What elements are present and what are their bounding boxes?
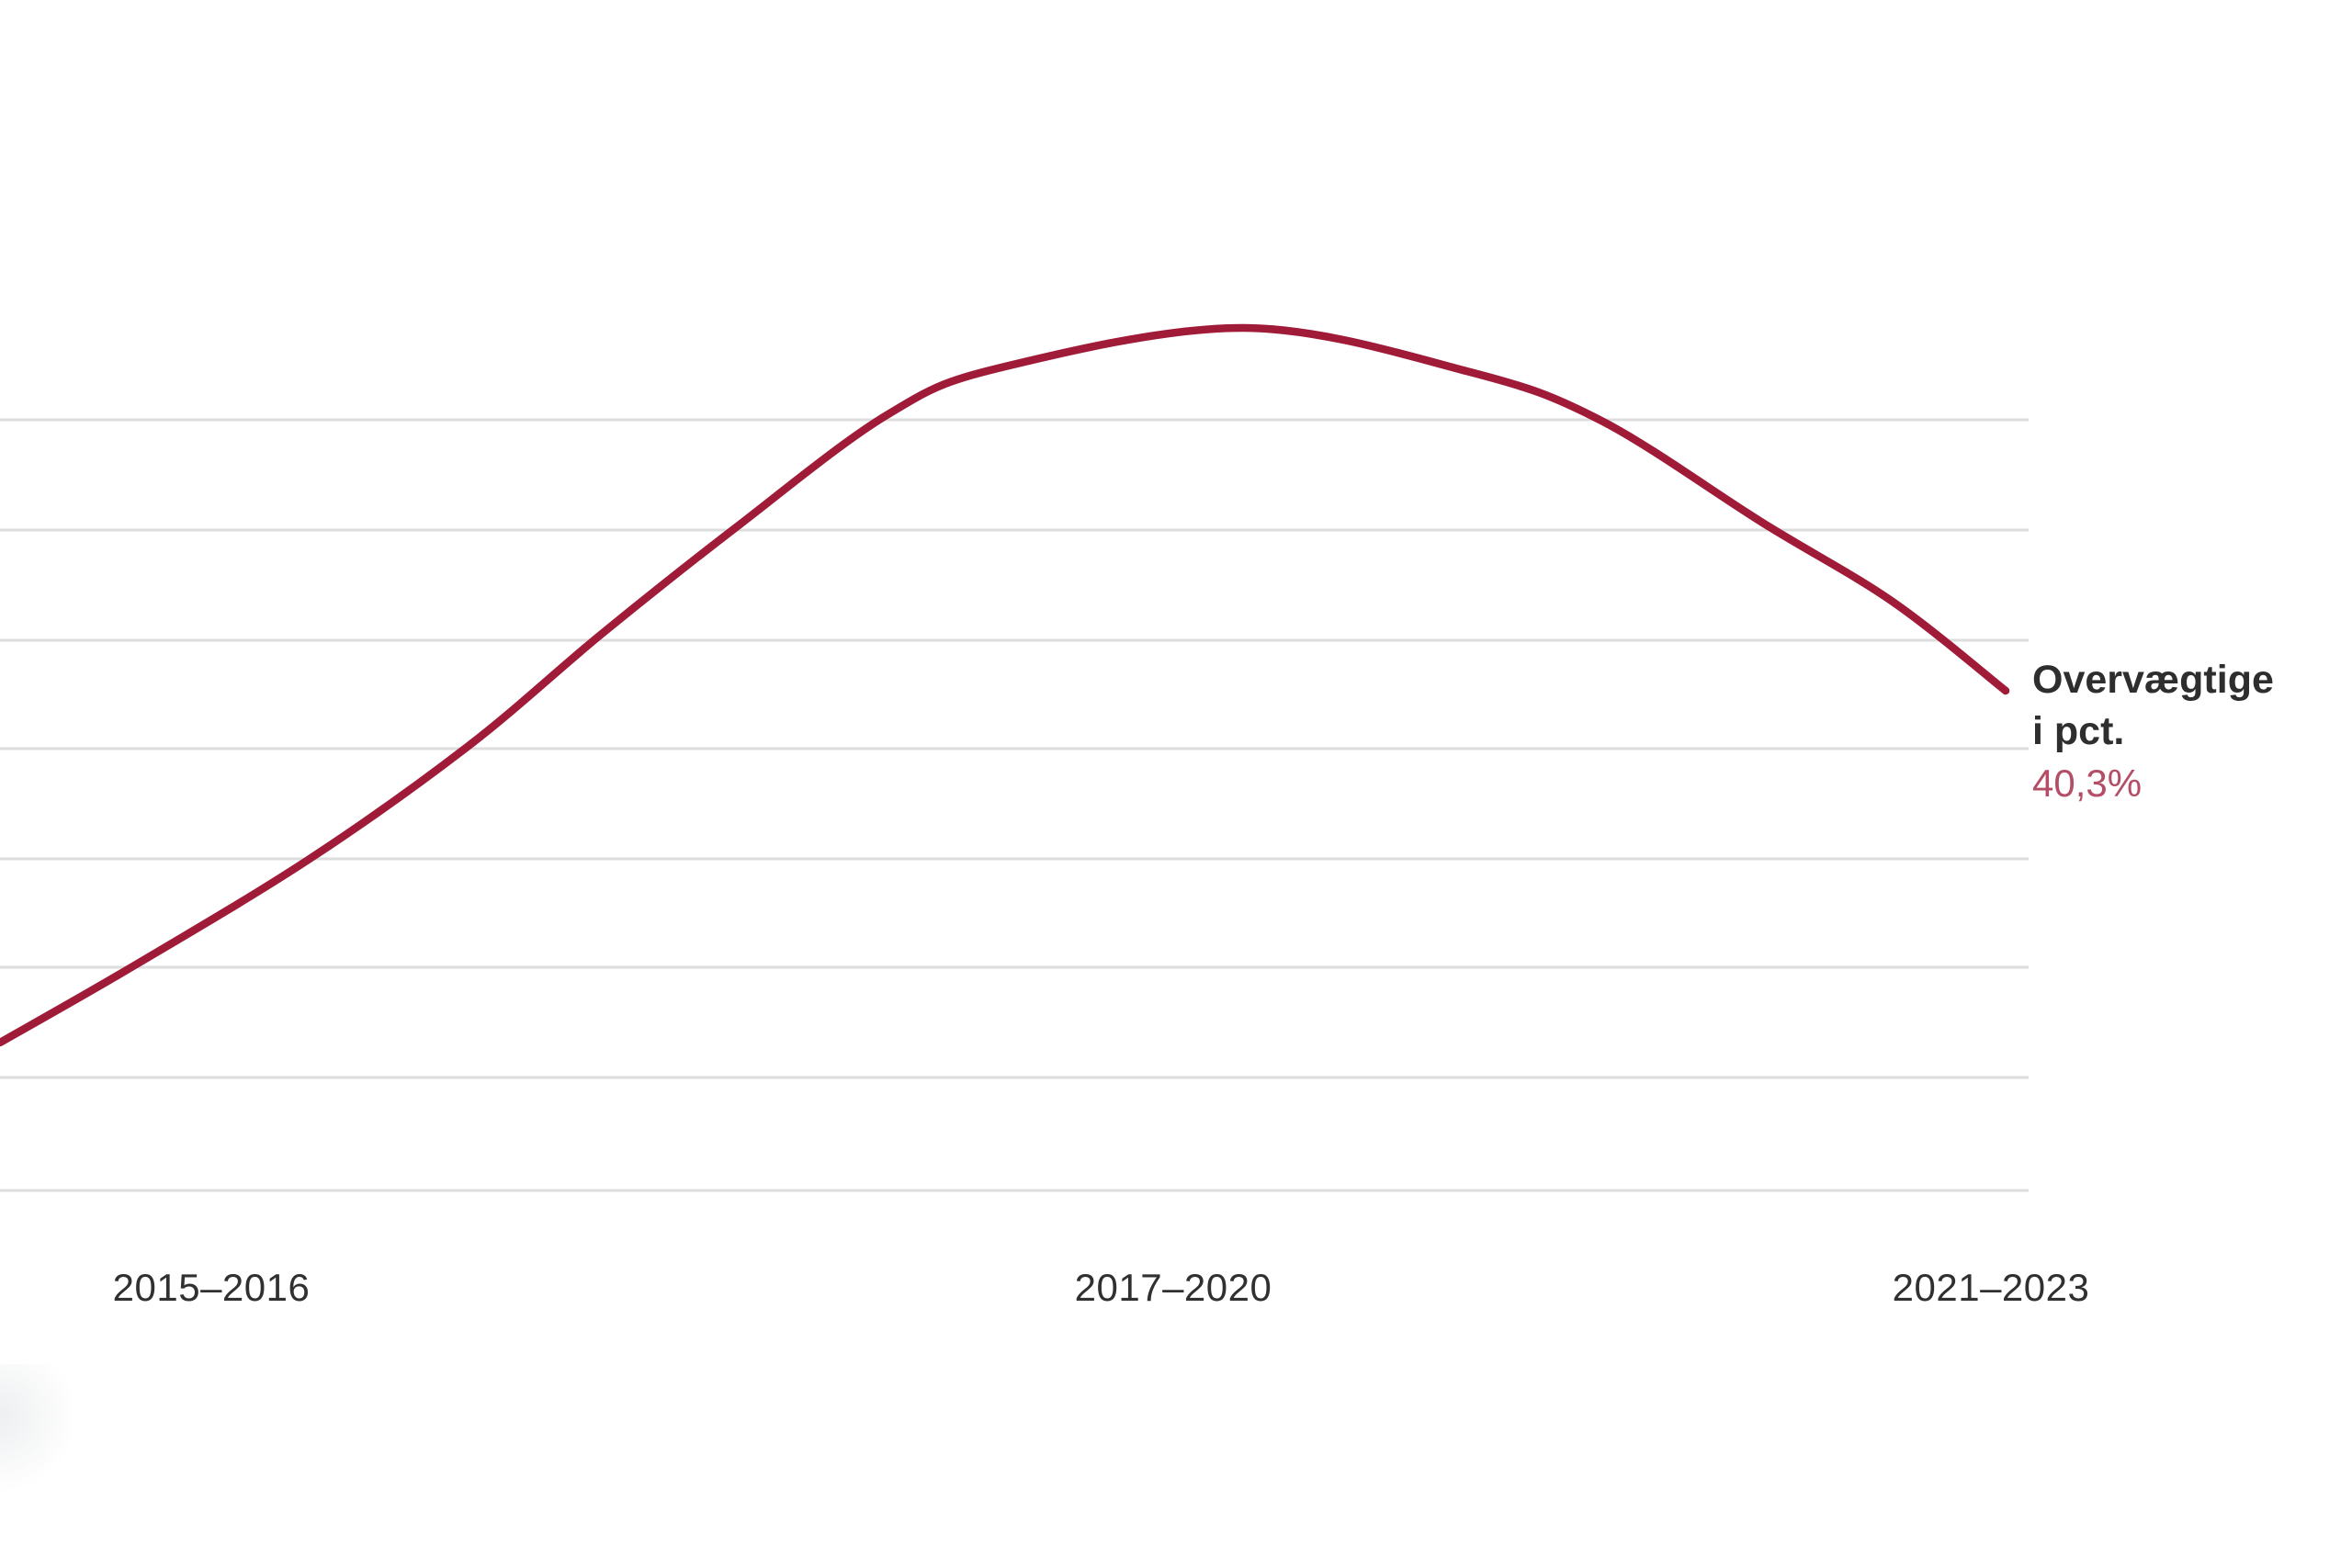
- series-name-label-line2: i pct.: [2032, 709, 2125, 753]
- x-axis-label-2017-2020: 2017–2020: [1074, 1266, 1272, 1309]
- series-name-label-line1: Overvægtige: [2032, 658, 2274, 702]
- x-axis-label-2021-2023: 2021–2023: [1892, 1266, 2090, 1309]
- series-end-label: Overvægtige i pct. 40,3%: [2032, 654, 2274, 808]
- x-axis-label-2015-2016: 2015–2016: [112, 1266, 311, 1309]
- series-line: [0, 323, 2010, 1047]
- series-value-label: 40,3%: [2032, 761, 2143, 805]
